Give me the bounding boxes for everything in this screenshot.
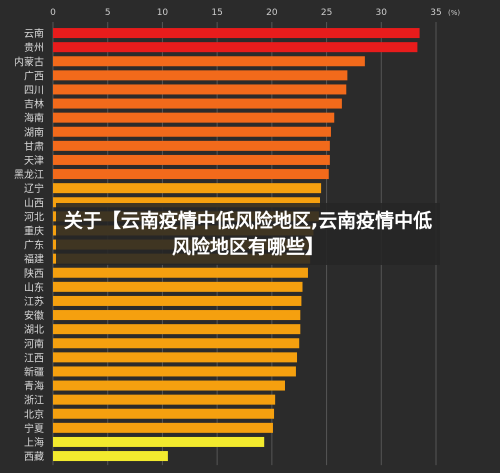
bar <box>53 380 285 391</box>
bar <box>53 267 308 278</box>
bar <box>53 295 302 306</box>
category-label: 天津 <box>24 155 44 167</box>
category-label: 广西 <box>24 70 44 82</box>
category-label: 黑龙江 <box>14 168 44 181</box>
x-tick-label: 25 <box>321 8 332 18</box>
overlay-title: 关于【云南疫情中低风险地区,云南疫情中低风险地区有哪些】 <box>56 203 440 265</box>
bar <box>53 408 275 419</box>
bar <box>53 394 276 405</box>
category-label: 新疆 <box>24 365 44 378</box>
category-label: 广东 <box>24 239 44 252</box>
category-label: 辽宁 <box>24 182 44 195</box>
bar <box>53 451 168 462</box>
category-label: 河北 <box>24 211 44 223</box>
x-tick-label: 0 <box>50 8 56 18</box>
category-label: 江西 <box>24 352 44 364</box>
category-label: 重庆 <box>24 224 44 237</box>
category-label: 北京 <box>24 408 44 421</box>
bar <box>53 84 347 95</box>
bar <box>53 338 300 349</box>
bar <box>53 324 301 335</box>
category-label: 上海 <box>24 436 44 449</box>
bar <box>53 56 365 67</box>
bar <box>53 154 330 165</box>
bar <box>53 366 296 377</box>
bar <box>53 98 342 109</box>
category-label: 西藏 <box>24 451 44 463</box>
bar <box>53 126 331 137</box>
category-label: 湖南 <box>24 126 44 139</box>
category-label: 甘肃 <box>24 140 44 153</box>
x-tick-label: 5 <box>105 8 111 18</box>
category-label: 浙江 <box>24 395 44 407</box>
bar <box>53 70 348 81</box>
x-tick-label: 30 <box>376 8 388 18</box>
category-label: 云南 <box>24 27 44 40</box>
bar <box>53 42 418 53</box>
bar <box>53 352 298 363</box>
category-label: 福建 <box>24 253 44 266</box>
category-label: 宁夏 <box>24 422 44 435</box>
category-label: 陕西 <box>24 267 44 280</box>
category-label: 山东 <box>24 281 44 294</box>
category-label: 安徽 <box>24 309 44 322</box>
bar <box>53 436 265 447</box>
category-label: 四川 <box>24 85 44 96</box>
bar <box>53 169 329 180</box>
category-label: 山西 <box>24 197 44 209</box>
category-label: 吉林 <box>24 98 44 111</box>
x-tick-label: 15 <box>211 8 222 18</box>
category-label: 河南 <box>24 337 44 350</box>
category-label: 内蒙古 <box>14 55 44 68</box>
x-unit-label: (%) <box>448 9 460 17</box>
x-tick-label: 10 <box>157 8 169 18</box>
bar <box>53 28 420 39</box>
bar <box>53 281 303 292</box>
bar <box>53 140 330 151</box>
category-label: 海南 <box>24 112 44 125</box>
category-label: 贵州 <box>24 41 44 54</box>
category-label: 青海 <box>24 380 44 393</box>
x-tick-label: 20 <box>266 8 278 18</box>
bar <box>53 112 335 123</box>
category-label: 湖北 <box>24 324 44 336</box>
bar <box>53 310 301 321</box>
category-label: 江苏 <box>24 295 44 308</box>
bar <box>53 183 322 194</box>
x-tick-label: 35 <box>430 8 441 18</box>
bar <box>53 197 321 208</box>
bar <box>53 422 273 433</box>
